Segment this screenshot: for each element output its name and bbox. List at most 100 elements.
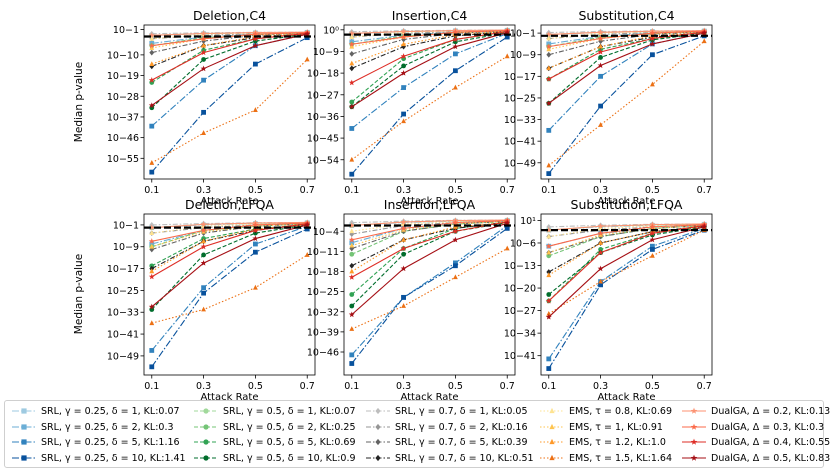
- series-line: [548, 227, 705, 360]
- data-point: [304, 252, 310, 257]
- data-point: [546, 35, 552, 41]
- series-line: [351, 219, 508, 227]
- data-point: [597, 265, 604, 272]
- data-point: [252, 31, 259, 37]
- data-point: [400, 33, 407, 40]
- legend-label: DualGA, Δ = 0.3, KL:0.3: [711, 421, 825, 433]
- data-point: [545, 243, 552, 249]
- series-line: [151, 224, 308, 310]
- data-point: [304, 56, 310, 62]
- data-point: [349, 60, 355, 66]
- data-point: [598, 278, 603, 284]
- x-tick-label: 0.5: [645, 381, 660, 392]
- series-layer: [545, 27, 708, 176]
- series-line: [151, 32, 308, 49]
- data-point: [649, 230, 656, 236]
- subplot-3: Substitution,C4 10−1 10−9 10−17 10−25 10−33 10…: [504, 8, 713, 207]
- series-line: [548, 32, 705, 104]
- axes-frame: [343, 213, 516, 376]
- data-point: [597, 35, 604, 42]
- data-point: [304, 31, 311, 37]
- subplot-title: Insertion,LFQA: [384, 197, 476, 212]
- legend-marker: [21, 408, 27, 414]
- y-tick-label: 10−6: [510, 238, 536, 249]
- data-point: [252, 221, 259, 228]
- data-point: [545, 297, 552, 304]
- data-point: [252, 235, 259, 242]
- y-tick-label: 10−41: [107, 330, 139, 341]
- x-tick-label: 0.3: [196, 185, 211, 196]
- legend-marker-icon: [366, 438, 390, 446]
- legend-marker: [203, 454, 209, 461]
- y-tick-label: 10−39: [307, 327, 339, 338]
- series-line: [351, 31, 508, 69]
- data-point: [452, 29, 459, 35]
- series-line: [548, 223, 705, 231]
- data-point: [349, 99, 355, 105]
- data-point: [597, 230, 604, 236]
- data-point: [400, 265, 407, 272]
- y-tick-label: 10−1: [113, 25, 139, 36]
- data-point: [149, 45, 155, 50]
- data-point: [149, 123, 155, 129]
- series-line: [351, 221, 508, 295]
- data-point: [504, 53, 510, 59]
- data-point: [452, 43, 459, 50]
- data-point: [349, 262, 355, 269]
- legend-marker-icon: [682, 454, 706, 461]
- data-point: [349, 43, 355, 49]
- data-point: [149, 230, 155, 236]
- series-line: [548, 40, 705, 166]
- data-point: [252, 35, 259, 42]
- data-point: [349, 126, 355, 131]
- data-point: [401, 251, 406, 257]
- y-tick-label: 10−4: [313, 227, 339, 238]
- data-point: [649, 40, 656, 47]
- data-point: [149, 320, 155, 326]
- y-tick-label: 10−46: [107, 133, 139, 144]
- legend-label: SRL, γ = 0.5, δ = 1, KL:0.07: [223, 406, 356, 417]
- legend-marker: [549, 438, 555, 445]
- series-line: [351, 32, 508, 129]
- series-line: [351, 30, 508, 48]
- legend-label: SRL, γ = 0.25, δ = 10, KL:1.41: [41, 452, 186, 464]
- data-point: [149, 243, 155, 249]
- data-point: [349, 326, 355, 331]
- series-layer: [348, 216, 511, 366]
- data-point: [201, 252, 206, 258]
- data-point: [349, 228, 355, 234]
- series-line: [548, 32, 705, 80]
- data-point: [349, 292, 355, 297]
- series-line: [548, 31, 705, 80]
- data-point: [546, 65, 552, 71]
- series-line: [351, 36, 508, 175]
- y-tick-label: 10−1: [113, 220, 139, 231]
- data-point: [504, 34, 510, 40]
- data-point: [148, 224, 155, 231]
- data-point: [253, 61, 258, 67]
- data-point: [200, 30, 207, 37]
- axes-frame: [143, 24, 316, 180]
- series-line: [351, 222, 508, 272]
- data-point: [201, 306, 206, 312]
- data-point: [201, 285, 206, 291]
- data-point: [253, 241, 258, 247]
- series-layer: [148, 29, 311, 175]
- legend-label: SRL, γ = 0.7, δ = 2, KL:0.16: [395, 421, 528, 433]
- data-point: [200, 243, 207, 250]
- data-point: [200, 49, 207, 56]
- x-tick-label: 0.3: [593, 381, 608, 392]
- data-point: [149, 49, 155, 56]
- legend-marker: [21, 454, 27, 461]
- legend-marker: [690, 438, 698, 445]
- legend-label: DualGA, Δ = 0.2, KL:0.13: [711, 406, 830, 417]
- data-point: [253, 249, 258, 255]
- series-layer: [148, 219, 311, 370]
- series-line: [548, 226, 705, 295]
- data-point: [148, 303, 155, 310]
- y-tick-label: 10−17: [504, 72, 536, 83]
- y-tick-label: 10⁰: [323, 25, 339, 36]
- legend-label: EMS, τ = 0.8, KL:0.69: [569, 406, 673, 417]
- x-axis-label: Attack Rate: [200, 196, 258, 207]
- data-point: [148, 42, 155, 49]
